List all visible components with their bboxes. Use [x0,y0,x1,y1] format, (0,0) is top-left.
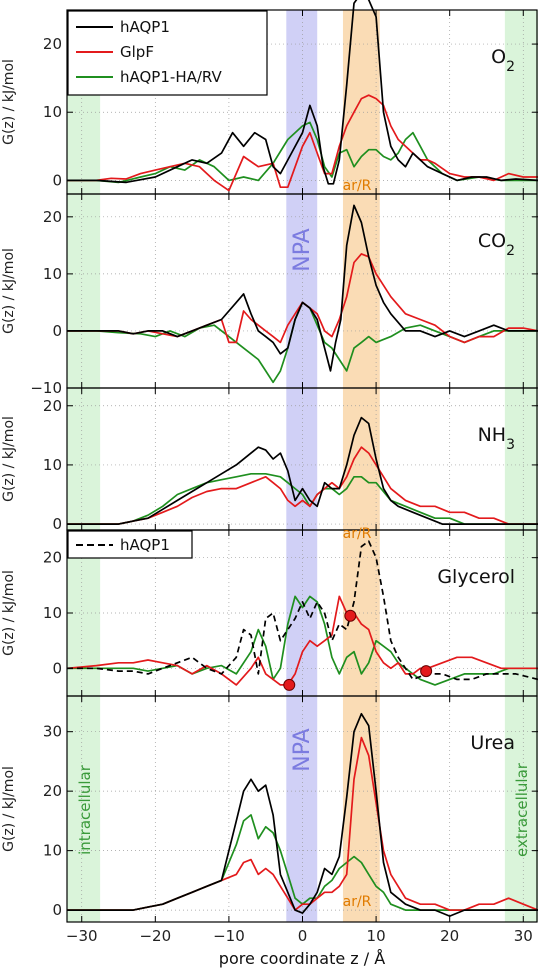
data-marker [344,609,357,622]
panel-5: 0 10 20 30 G(z) / kJ/mol Urea [1,696,538,922]
panel-frames [66,9,538,923]
band-npa [286,10,318,922]
y-axis-label: G(z) / kJ/mol [1,59,17,145]
x-tick-label: −30 [66,927,98,945]
y-tick-label: 20 [43,782,62,800]
series-line-haqp1-ha-rv [67,301,538,384]
y-tick-label: 0 [52,901,62,919]
y-tick-label: 10 [43,103,62,121]
series-line-haqp1 [67,0,538,185]
x-tick-label: 20 [440,927,459,945]
molecule-label: NH3 [478,424,515,453]
y-axis-label: G(z) / kJ/mol [1,416,17,502]
y-tick-label: 20 [43,397,62,415]
y-tick-label: 20 [43,549,62,567]
molecule-label: O2 [491,46,515,75]
legend-label-hAQP1-dashed: hAQP1 [120,536,170,554]
x-tick-label: 10 [367,927,386,945]
series-line-glpf [67,446,538,525]
legend-label-HARV: hAQP1-HA/RV [120,68,223,86]
y-tick-label: 0 [52,515,62,533]
y-tick-label: −10 [30,379,62,397]
y-tick-label: 20 [43,35,62,53]
x-axis: −30 −20 −10 0 10 20 30 [66,927,533,945]
panel-1: 0 10 20 G(z) / kJ/mol O2 [1,0,538,194]
y-tick-label: 0 [52,659,62,677]
molecule-label: CO2 [478,230,515,259]
npa-label-lower: NPA [290,728,315,771]
y-tick-label: 20 [43,208,62,226]
y-tick-label: 0 [52,171,62,189]
x-tick-label: −20 [139,927,171,945]
panel-frame [66,695,538,923]
arR-label-urea: ar/R [343,894,372,910]
y-tick-label: 10 [43,265,62,283]
y-tick-label: 10 [43,456,62,474]
band-extracellular [504,10,538,922]
series-line-haqp1 [67,204,538,372]
y-axis-label: G(z) / kJ/mol [1,570,17,656]
y-axis-label: G(z) / kJ/mol [1,766,17,852]
panel-3: 0 10 20 G(z) / kJ/mol NH3 [1,388,538,533]
legend-main: hAQP1 GlpF hAQP1-HA/RV [67,10,268,96]
npa-label-upper: NPA [290,228,315,271]
arR-label-nh3: ar/R [343,526,372,542]
data-marker [420,665,433,678]
extracellular-label: extracellular [513,762,531,857]
legend-label-GlpF: GlpF [120,43,154,61]
series-line-haqp1 [67,416,538,525]
series-line-haqp1-ha-rv [67,121,538,184]
band-intracellular [67,10,101,922]
x-tick-label: −10 [213,927,245,945]
y-tick-label: 10 [43,604,62,622]
arR-label-o2: ar/R [343,178,372,194]
molecule-label: Glycerol [437,566,515,588]
data-marker [283,678,296,691]
y-tick-label: 30 [43,723,62,741]
x-tick-label: 0 [298,927,308,945]
x-axis-label: pore coordinate z / Å [219,949,385,968]
y-tick-label: 10 [43,842,62,860]
series-line-haqp1 [67,712,538,917]
legend-label-hAQP1: hAQP1 [120,18,170,36]
x-tick-label: 30 [514,927,533,945]
legend-glycerol: hAQP1 [67,530,193,559]
y-tick-label: 0 [52,322,62,340]
y-axis-label: G(z) / kJ/mol [1,248,17,334]
molecule-label: Urea [470,732,515,754]
panel-4: 0 10 20 G(z) / kJ/mol Glycerol [1,530,538,696]
intracellular-label: intracellular [76,764,94,855]
